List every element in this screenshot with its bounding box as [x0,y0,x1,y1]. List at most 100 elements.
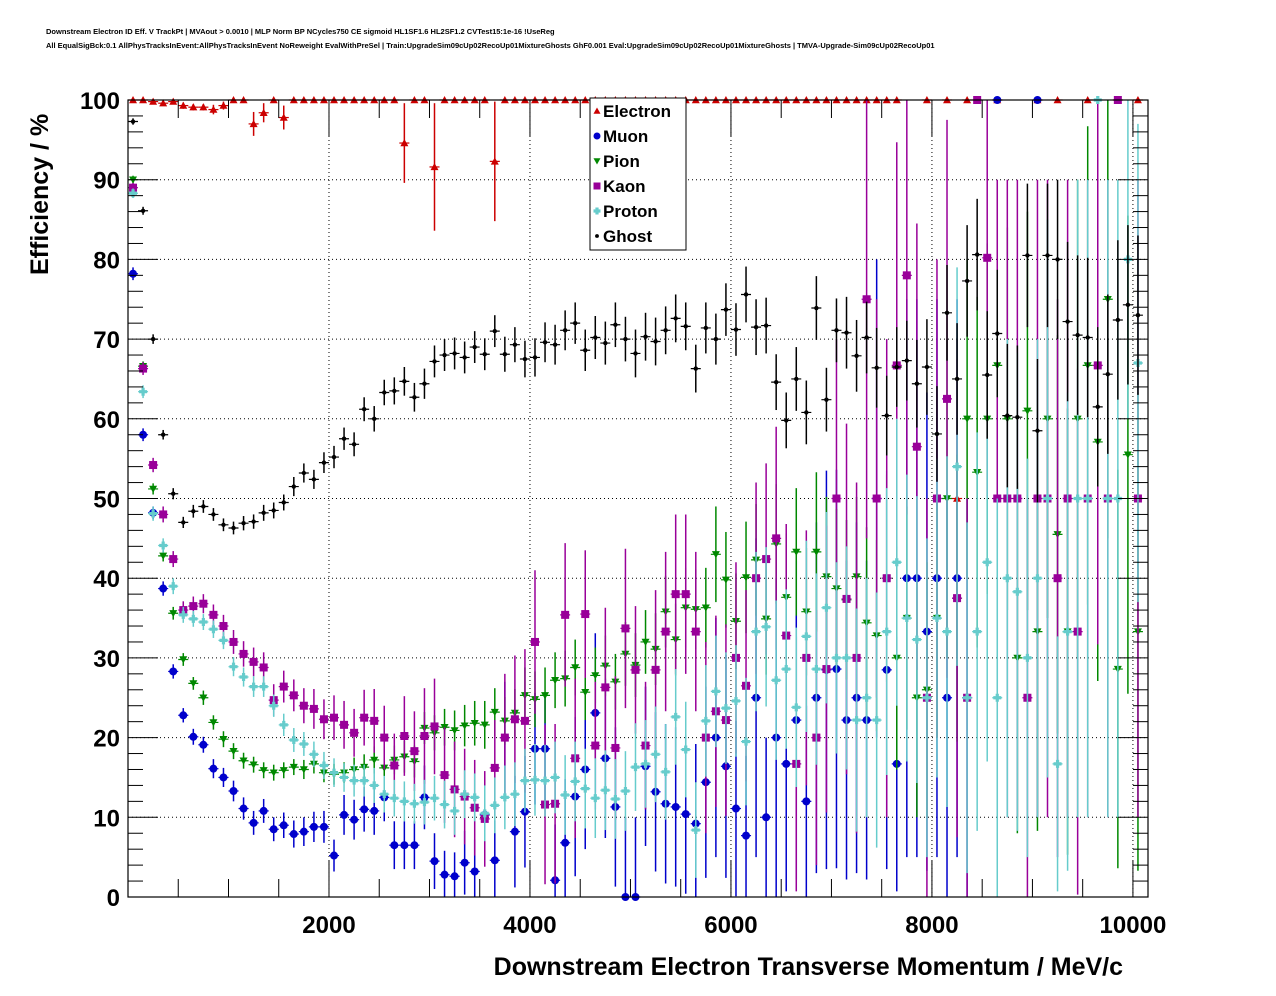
data-point-ghost [640,312,651,361]
data-point-pion [459,704,470,747]
data-point-pion [258,762,269,779]
data-point-ghost [218,518,229,532]
data-point-kaon [308,688,319,729]
y-tick-label: 20 [93,726,120,753]
data-point-ghost [1122,225,1133,385]
data-point-proton [459,770,470,819]
data-point-ghost [992,269,1003,398]
data-point-proton [921,538,932,858]
data-point-proton [419,779,430,825]
data-point-kaon [580,550,591,678]
y-axis-title: Efficiency / % [26,114,54,275]
data-point-kaon [509,655,520,784]
data-point-ghost [811,276,822,340]
data-point-ghost [1002,343,1013,488]
y-tick-label: 30 [93,646,120,673]
data-point-kaon [600,607,611,768]
legend-label: Muon [603,127,648,146]
data-point-proton [660,724,671,820]
chart-title-line-2: All EqualSigBck:0.1 AllPhysTracksInEvent… [46,41,935,50]
data-point-pion [208,715,219,730]
data-point-ghost [881,375,892,456]
data-point-kaon [369,688,380,753]
axes: 0 10 20 30 40 50 60 70 80 90 100 2000 4000 6000 8000 10… [80,88,1166,939]
data-point-kaon [148,457,159,473]
data-point-proton [128,188,139,199]
data-point-pion [700,567,711,648]
data-point-proton [248,676,259,697]
data-point-muon [268,817,279,842]
data-point-ghost [288,476,299,497]
data-point-ghost [509,327,520,363]
data-point-pion [168,606,179,620]
data-point-kaon [680,514,691,674]
data-point-proton [901,474,912,762]
series-layer [128,96,1143,901]
data-point-proton [841,546,852,770]
y-tick-label: 10 [93,805,120,832]
data-point-muon [288,820,299,848]
data-point-ghost [228,521,239,535]
legend-entry-pion: Pion [593,152,640,171]
data-point-proton [600,750,611,831]
data-point-ghost [650,317,661,366]
data-point-proton [469,773,480,822]
data-point-proton [268,694,279,717]
data-point-proton [831,562,842,754]
data-point-muon [278,812,289,839]
data-point-ghost [570,302,581,344]
data-point-kaon [248,647,259,677]
x-tick-label: 10000 [1100,912,1167,939]
data-point-proton [1022,458,1033,858]
data-point-ghost [580,329,591,371]
legend-label: Proton [603,202,658,221]
data-point-ghost [1012,345,1023,489]
data-point-ghost [761,297,772,354]
data-point-kaon [670,514,681,674]
data-point-kaon [690,551,701,712]
data-point-muon [318,810,329,843]
data-point-ghost [429,345,440,378]
data-point-proton [328,758,340,788]
data-point-proton [610,759,621,839]
data-point-proton [359,764,370,797]
data-point-muon [328,839,340,872]
legend-entry-kaon: Kaon [593,177,646,196]
data-point-ghost [238,516,249,531]
data-point-kaon [399,696,410,776]
data-point-ghost [660,306,671,355]
data-point-ghost [540,322,551,363]
data-point-ghost [730,303,742,356]
data-point-kaon [620,548,631,709]
data-point-muon [429,833,440,890]
y-tick-label: 40 [93,566,120,593]
data-point-proton [931,458,942,778]
y-tick-label: 60 [93,407,120,434]
legend-box [589,97,687,251]
data-point-ghost [409,382,420,412]
data-point-kaon [288,679,299,712]
data-point-muon [339,794,350,835]
data-point-electron [489,101,500,222]
data-point-kaon [529,570,541,714]
data-point-ghost [208,508,219,521]
data-point-proton [168,578,179,595]
data-point-ghost [771,354,782,411]
data-point-proton [630,723,641,811]
data-point-kaon [409,711,420,791]
data-point-proton [519,748,530,813]
data-point-proton [550,741,561,814]
data-point-proton [881,488,892,776]
data-point-kaon [560,543,571,687]
data-point-proton [640,720,651,808]
data-point-proton [148,506,159,521]
data-point-proton [349,764,360,797]
data-point-ghost [198,500,209,513]
data-point-ghost [1022,183,1033,328]
data-point-proton [1062,392,1073,871]
data-point-proton [710,635,721,748]
data-point-pion [640,610,651,674]
data-point-kaon [901,100,912,515]
data-point-muon [178,708,189,723]
data-point-proton [590,758,601,839]
